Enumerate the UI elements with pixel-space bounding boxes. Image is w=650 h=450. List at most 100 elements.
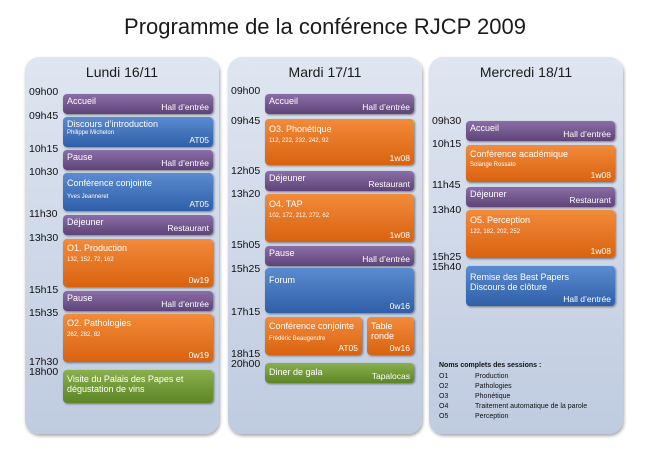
event-accueil[interactable]: Accueil Hall d’entrée: [63, 94, 213, 114]
event-discours-introduction[interactable]: Discours d’introduction Philippe Michelo…: [63, 117, 213, 147]
event-name: Discours d’introduction: [67, 119, 159, 129]
legend-code: O1: [439, 373, 449, 380]
event-name: Forum: [269, 275, 296, 285]
time-label: 10h15: [29, 143, 59, 155]
legend-label: Traitement automatique de la parole: [475, 403, 588, 410]
event-name: O4. TAP: [269, 199, 303, 209]
event-location: 1w08: [389, 153, 410, 163]
legend-label: Production: [475, 373, 509, 380]
event-dejeuner[interactable]: Déjeuner Restaurant: [63, 215, 213, 235]
event-pause[interactable]: Pause Hall d’entrée: [265, 246, 414, 266]
time-label: 09h45: [29, 110, 59, 122]
legend-code: O5: [439, 413, 449, 420]
event-visite-palais[interactable]: Visite du Palais des Papes et dégustatio…: [63, 370, 213, 403]
event-name: Table ronde: [371, 321, 395, 341]
event-location: 0w19: [188, 275, 209, 285]
time-label: 18h15: [231, 348, 261, 360]
time-label: 12h05: [231, 165, 261, 177]
time-label: 18h00: [29, 366, 59, 378]
event-speaker: Yves Jeanneret: [67, 194, 109, 200]
event-remise-best-papers[interactable]: Remise des Best Papers Discours de clôtu…: [466, 266, 615, 306]
event-pause[interactable]: Pause Hall d’entrée: [63, 150, 213, 170]
event-name: O1. Production: [67, 243, 128, 253]
event-name: Pause: [269, 248, 295, 258]
legend-label: Phonétique: [475, 393, 511, 400]
legend-title: Noms complets des sessions :: [439, 362, 542, 369]
event-papers: 122, 182, 202, 252: [470, 229, 521, 235]
time-label: 15h25: [432, 251, 462, 263]
time-label: 13h20: [231, 188, 261, 200]
time-label: 11h30: [29, 208, 58, 220]
event-location: Restaurant: [368, 179, 410, 189]
event-location: 1w08: [590, 170, 611, 180]
event-name: Conférence conjointe: [269, 321, 355, 331]
time-label: 15h25: [231, 263, 261, 275]
event-location: Hall d’entrée: [563, 129, 611, 139]
event-papers: 102, 172, 212, 272, 62: [269, 213, 330, 219]
event-name: Déjeuner: [269, 173, 306, 183]
event-location: Hall d’entrée: [362, 254, 410, 264]
event-dejeuner[interactable]: Déjeuner Restaurant: [466, 187, 615, 207]
legend-code: O4: [439, 403, 449, 410]
event-session-o5[interactable]: O5. Perception 122, 182, 202, 252 1w08: [466, 210, 615, 258]
event-location: AT05: [189, 135, 209, 145]
page-title: Programme de la conférence RJCP 2009: [124, 14, 526, 39]
time-label: 10h30: [29, 166, 59, 178]
event-location: Restaurant: [569, 195, 611, 205]
event-diner-gala[interactable]: Diner de gala Tapalocas: [265, 363, 414, 383]
event-location: 1w08: [590, 246, 611, 256]
event-session-o1[interactable]: O1. Production 132, 152, 72, 162 0w19: [63, 239, 213, 287]
event-session-o2[interactable]: O2. Pathologies 262, 282, 82 0w19: [63, 314, 213, 362]
time-label: 20h00: [231, 358, 261, 370]
event-conference-academique[interactable]: Conférence académique Solange Rossato 1w…: [466, 145, 615, 182]
event-location: AT05: [338, 343, 358, 353]
event-pause[interactable]: Pause Hall d’entrée: [63, 291, 213, 311]
event-name: Pause: [67, 293, 93, 303]
event-name: Conférence conjointe: [67, 178, 153, 188]
time-label: 15h05: [231, 239, 261, 251]
legend-code: O2: [439, 383, 449, 390]
time-label: 10h15: [432, 138, 462, 150]
event-table-ronde[interactable]: Table ronde 0w16: [367, 317, 414, 355]
event-location: AT05: [189, 199, 209, 209]
event-speaker: Solange Rossato: [470, 162, 516, 168]
event-name: O5. Perception: [470, 215, 531, 225]
legend-code: O3: [439, 393, 449, 400]
event-papers: 132, 152, 72, 162: [67, 257, 114, 263]
event-name: Déjeuner: [67, 217, 104, 227]
event-forum[interactable]: Forum 0w16: [265, 268, 414, 313]
time-label: 09h30: [432, 115, 462, 127]
event-session-o4[interactable]: O4. TAP 102, 172, 212, 272, 62 1w08: [265, 194, 414, 242]
event-session-o3[interactable]: O3. Phonétique 112, 222, 232, 242, 92 1w…: [265, 119, 414, 165]
event-name: Remise des Best Papers Discours de clôtu…: [470, 272, 570, 292]
time-label: 13h40: [432, 204, 462, 216]
event-name: Déjeuner: [470, 189, 507, 199]
event-papers: 112, 222, 232, 242, 92: [269, 138, 329, 144]
event-accueil[interactable]: Accueil Hall d’entrée: [265, 94, 414, 114]
event-location: 1w08: [389, 230, 410, 240]
event-location: Hall d’entrée: [563, 294, 611, 304]
time-label: 09h00: [29, 86, 59, 98]
time-label: 15h35: [29, 307, 59, 319]
time-label: 15h40: [432, 261, 462, 273]
event-location: 0w16: [389, 343, 410, 353]
event-name: O3. Phonétique: [269, 124, 332, 134]
day-header: Mardi 17/11: [288, 64, 362, 80]
event-location: Hall d’entrée: [161, 158, 209, 168]
time-label: 09h00: [231, 85, 261, 97]
event-accueil[interactable]: Accueil Hall d’entrée: [466, 121, 615, 141]
event-location: Hall d’entrée: [161, 102, 209, 112]
event-name: Pause: [67, 152, 93, 162]
time-label: 11h45: [432, 179, 461, 191]
event-location: 0w19: [188, 350, 209, 360]
event-location: Hall d’entrée: [362, 102, 410, 112]
time-label: 13h30: [29, 232, 59, 244]
event-dejeuner[interactable]: Déjeuner Restaurant: [265, 171, 414, 191]
event-name: Accueil: [67, 96, 97, 106]
time-label: 09h45: [231, 115, 261, 127]
legend-label: Perception: [475, 413, 509, 420]
event-name: Diner de gala: [269, 367, 323, 377]
event-location: Hall d’entrée: [161, 299, 209, 309]
event-conference-conjointe[interactable]: Conférence conjointe Yves Jeanneret AT05: [63, 173, 213, 211]
event-conference-conjointe[interactable]: Conférence conjointe Frédéric Beaugendre…: [265, 317, 362, 355]
